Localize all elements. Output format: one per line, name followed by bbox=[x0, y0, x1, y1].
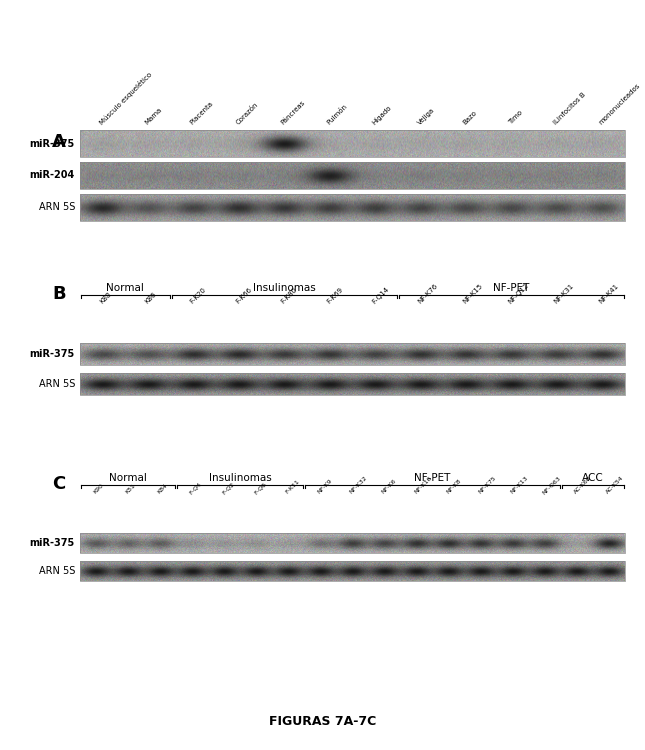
Text: ARN 5S: ARN 5S bbox=[39, 379, 75, 389]
Text: mononucleados: mononucleados bbox=[598, 82, 641, 126]
Text: ARN 5S: ARN 5S bbox=[39, 566, 75, 576]
Text: K90: K90 bbox=[92, 483, 104, 495]
Text: NF-K41: NF-K41 bbox=[598, 283, 620, 305]
Bar bbox=[80, 130, 625, 158]
Text: Normal: Normal bbox=[106, 283, 144, 293]
Text: NF-PET: NF-PET bbox=[415, 473, 451, 483]
Text: NF-Q63: NF-Q63 bbox=[541, 475, 562, 495]
Text: miR-375: miR-375 bbox=[30, 349, 75, 359]
Text: Insulinomas: Insulinomas bbox=[253, 283, 316, 293]
Text: Timo: Timo bbox=[507, 110, 524, 126]
Text: NF-K15: NF-K15 bbox=[462, 283, 484, 305]
Text: K88: K88 bbox=[99, 291, 112, 305]
Text: Páncreas: Páncreas bbox=[280, 100, 306, 126]
Text: miR-375: miR-375 bbox=[30, 538, 75, 548]
Text: NF-Q12: NF-Q12 bbox=[507, 282, 530, 305]
Text: B: B bbox=[52, 285, 66, 303]
Text: NF-K16: NF-K16 bbox=[413, 476, 433, 495]
Text: Músculo esquelético: Músculo esquelético bbox=[98, 70, 153, 126]
Text: K86: K86 bbox=[144, 291, 157, 305]
Text: NF-K75: NF-K75 bbox=[477, 476, 497, 495]
Text: miR-375: miR-375 bbox=[30, 139, 75, 148]
Text: Mama: Mama bbox=[144, 106, 163, 126]
Text: A: A bbox=[52, 133, 66, 151]
Text: K84: K84 bbox=[157, 483, 168, 495]
Text: ILinfocitos B: ILinfocitos B bbox=[553, 92, 587, 126]
Text: F-Q2: F-Q2 bbox=[221, 481, 235, 495]
Text: FIGURAS 7A-7C: FIGURAS 7A-7C bbox=[269, 715, 376, 728]
Bar bbox=[80, 533, 625, 553]
Text: NF-PET: NF-PET bbox=[493, 283, 530, 293]
Text: Corazón: Corazón bbox=[235, 101, 259, 126]
Text: F-K11: F-K11 bbox=[285, 479, 301, 495]
Text: Hígado: Hígado bbox=[371, 104, 393, 126]
Text: NF-K8: NF-K8 bbox=[445, 478, 462, 495]
Text: ARN 5S: ARN 5S bbox=[39, 202, 75, 212]
Text: ACC: ACC bbox=[582, 473, 604, 483]
Bar bbox=[80, 343, 625, 365]
Bar bbox=[80, 194, 625, 220]
Text: Insulinomas: Insulinomas bbox=[209, 473, 272, 483]
Text: NF-K13: NF-K13 bbox=[510, 476, 529, 495]
Text: K51: K51 bbox=[124, 483, 137, 495]
Text: F-K20: F-K20 bbox=[189, 286, 208, 305]
Text: F-Q4: F-Q4 bbox=[189, 481, 203, 495]
Text: AC-K54: AC-K54 bbox=[606, 476, 625, 495]
Text: NF-K32: NF-K32 bbox=[349, 476, 368, 495]
Text: C: C bbox=[52, 475, 65, 493]
Bar bbox=[80, 162, 625, 189]
Text: Placenta: Placenta bbox=[189, 100, 215, 126]
Text: Bazo: Bazo bbox=[462, 110, 478, 126]
Text: NF-K9: NF-K9 bbox=[317, 478, 333, 495]
Text: F-Q14: F-Q14 bbox=[371, 286, 390, 305]
Text: Pulmón: Pulmón bbox=[326, 104, 348, 126]
Text: F-Q6: F-Q6 bbox=[253, 481, 267, 495]
Text: F-K69: F-K69 bbox=[326, 286, 344, 305]
Text: AC-K60: AC-K60 bbox=[573, 476, 593, 495]
Text: Vejiga: Vejiga bbox=[417, 106, 435, 126]
Text: F-K66: F-K66 bbox=[235, 286, 253, 305]
Text: NF-K6: NF-K6 bbox=[381, 478, 398, 495]
Text: NF-K76: NF-K76 bbox=[417, 283, 439, 305]
Text: NF-K31: NF-K31 bbox=[553, 283, 575, 305]
Text: miR-204: miR-204 bbox=[30, 170, 75, 181]
Text: Normal: Normal bbox=[109, 473, 147, 483]
Bar bbox=[80, 561, 625, 581]
Bar bbox=[80, 373, 625, 395]
Text: F-K80: F-K80 bbox=[280, 286, 299, 305]
